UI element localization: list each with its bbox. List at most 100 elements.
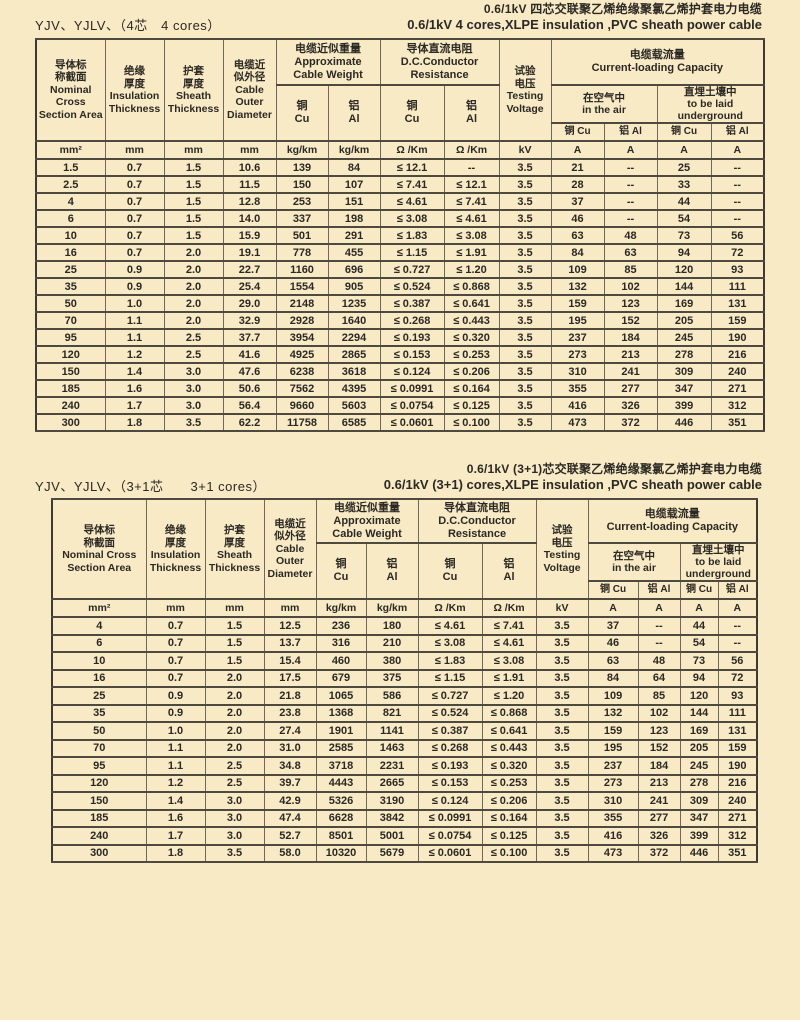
table-cell: 25 bbox=[35, 260, 106, 279]
table-cell: 273 bbox=[587, 773, 639, 793]
unit-cell: mm bbox=[104, 140, 165, 160]
table-header: 导体标 称截面 Nominal Cross Section Area 绝缘 厚度… bbox=[35, 38, 765, 160]
table-cell: 380 bbox=[365, 651, 419, 671]
header-sheath-thickness: 护套 厚度 Sheath Thickness bbox=[204, 498, 265, 600]
table-cell: ≤ 0.100 bbox=[481, 843, 537, 863]
table-cell: ≤ 0.253 bbox=[481, 773, 537, 793]
table-cell: 3.5 bbox=[535, 826, 589, 846]
table-cell: 3618 bbox=[327, 362, 381, 381]
table-cell: 3842 bbox=[365, 808, 419, 828]
table-cell: 0.7 bbox=[104, 158, 165, 177]
table-cell: 190 bbox=[717, 756, 758, 776]
table-cell: -- bbox=[603, 175, 658, 194]
table-cell: 1.4 bbox=[145, 791, 206, 811]
table-cell: 21.8 bbox=[263, 686, 317, 706]
unit-cell: A bbox=[679, 598, 719, 618]
unit-cell: A bbox=[637, 598, 681, 618]
table-cell: 84 bbox=[587, 668, 639, 688]
table-cell: -- bbox=[443, 158, 500, 177]
table-cell: 3.5 bbox=[535, 703, 589, 723]
table-cell: ≤ 0.206 bbox=[481, 791, 537, 811]
table-cell: 271 bbox=[710, 379, 765, 398]
table-cell: 3.5 bbox=[498, 413, 552, 432]
table-cell: 25 bbox=[656, 158, 712, 177]
table-cell: 473 bbox=[587, 843, 639, 863]
table-cell: 0.7 bbox=[104, 226, 165, 245]
header-current-loading-capacity: 电缆载流量 Current-loading Capacity bbox=[550, 38, 765, 86]
table-cell: ≤ 0.727 bbox=[379, 260, 445, 279]
table-cell: ≤ 1.91 bbox=[481, 668, 537, 688]
table-row: 70 1.1 2.0 31.0 2585 1463 ≤ 0.268 ≤ 0.443 3.5 195… bbox=[51, 738, 758, 758]
table-row: 25 0.9 2.0 22.7 1160 696 ≤ 0.727 ≤ 1.20 3.5 109 85… bbox=[35, 260, 765, 279]
table-cell: 1554 bbox=[275, 277, 329, 296]
table-cell: -- bbox=[717, 633, 758, 653]
table-cell: 2665 bbox=[365, 773, 419, 793]
table-row: 300 1.8 3.5 58.0 10320 5679 ≤ 0.0601 ≤ 0.100 3.5… bbox=[51, 843, 758, 863]
table-cell: 151 bbox=[327, 192, 381, 211]
table-cell: 2.5 bbox=[163, 345, 224, 364]
header-air-cu: 铜 Cu bbox=[550, 122, 605, 142]
table-cell: ≤ 12.1 bbox=[443, 175, 500, 194]
table-cell: 54 bbox=[656, 209, 712, 228]
header-resistance-al: 铝 Al bbox=[481, 542, 537, 600]
table-cell: 1.5 bbox=[163, 226, 224, 245]
table-cell: ≤ 4.61 bbox=[443, 209, 500, 228]
table-cell: 139 bbox=[275, 158, 329, 177]
table-cell: 2.0 bbox=[204, 721, 265, 741]
table-cell: 3.5 bbox=[535, 633, 589, 653]
table-cell: 1.6 bbox=[145, 808, 206, 828]
table-cell: 169 bbox=[679, 721, 719, 741]
table-cell: 501 bbox=[275, 226, 329, 245]
table-cell: 1065 bbox=[315, 686, 367, 706]
table-cell: 180 bbox=[365, 616, 419, 636]
table-cell: 6238 bbox=[275, 362, 329, 381]
table-cell: 2.0 bbox=[204, 668, 265, 688]
table-cell: 84 bbox=[550, 243, 605, 262]
table-cell: 3.5 bbox=[163, 413, 224, 432]
table-cell: 0.9 bbox=[145, 703, 206, 723]
table-cell: ≤ 0.193 bbox=[417, 756, 483, 776]
table-cell: 50.6 bbox=[222, 379, 277, 398]
header-sheath-thickness: 护套 厚度 Sheath Thickness bbox=[163, 38, 224, 142]
header-approximate-cable-weight: 电缆近似重量 Approximate Cable Weight bbox=[275, 38, 381, 86]
table-cell: 3.5 bbox=[498, 260, 552, 279]
table-row: 120 1.2 2.5 41.6 4925 2865 ≤ 0.153 ≤ 0.253 3.5 27… bbox=[35, 345, 765, 364]
unit-cell: A bbox=[603, 140, 658, 160]
table-cell: 150 bbox=[275, 175, 329, 194]
titles-4cores: 0.6/1kV 四芯交联聚乙烯绝缘聚氯乙烯护套电力电缆 0.6/1kV 4 co… bbox=[0, 2, 800, 33]
table-cell: 132 bbox=[550, 277, 605, 296]
table-cell: 54 bbox=[679, 633, 719, 653]
table-cell: 190 bbox=[710, 328, 765, 347]
table-row: 10 0.7 1.5 15.9 501 291 ≤ 1.83 ≤ 3.08 3.5 63 48 73 5… bbox=[35, 226, 765, 245]
table-cell: ≤ 0.524 bbox=[379, 277, 445, 296]
table-cell: 310 bbox=[550, 362, 605, 381]
table-cell: 291 bbox=[327, 226, 381, 245]
table-cell: 10.6 bbox=[222, 158, 277, 177]
table-cell: 416 bbox=[587, 826, 639, 846]
table-cell: 35 bbox=[35, 277, 106, 296]
table-cell: 2.5 bbox=[163, 328, 224, 347]
table-cell: 120 bbox=[35, 345, 106, 364]
table-cell: 56.4 bbox=[222, 396, 277, 415]
table-cell: 64 bbox=[637, 668, 681, 688]
table-cell: 821 bbox=[365, 703, 419, 723]
table-cell: 3.5 bbox=[535, 721, 589, 741]
table-cell: ≤ 0.0601 bbox=[417, 843, 483, 863]
unit-cell: mm bbox=[145, 598, 206, 618]
table-cell: 48 bbox=[637, 651, 681, 671]
header-in-the-air: 在空气中 in the air bbox=[587, 542, 681, 582]
table-cell: 2.5 bbox=[204, 756, 265, 776]
table-cell: 150 bbox=[35, 362, 106, 381]
table-cell: 10 bbox=[51, 651, 147, 671]
table-cell: 586 bbox=[365, 686, 419, 706]
unit-cell: Ω /Km bbox=[417, 598, 483, 618]
table-cell: ≤ 3.08 bbox=[481, 651, 537, 671]
table-header: 导体标 称截面 Nominal Cross Section Area 绝缘 厚度… bbox=[51, 498, 758, 618]
table-cell: ≤ 0.868 bbox=[443, 277, 500, 296]
table-cell: 778 bbox=[275, 243, 329, 262]
table-cell: 21 bbox=[550, 158, 605, 177]
table-cell: 240 bbox=[35, 396, 106, 415]
table-cell: 1.4 bbox=[104, 362, 165, 381]
table-cell: 1463 bbox=[365, 738, 419, 758]
table-cell: 198 bbox=[327, 209, 381, 228]
